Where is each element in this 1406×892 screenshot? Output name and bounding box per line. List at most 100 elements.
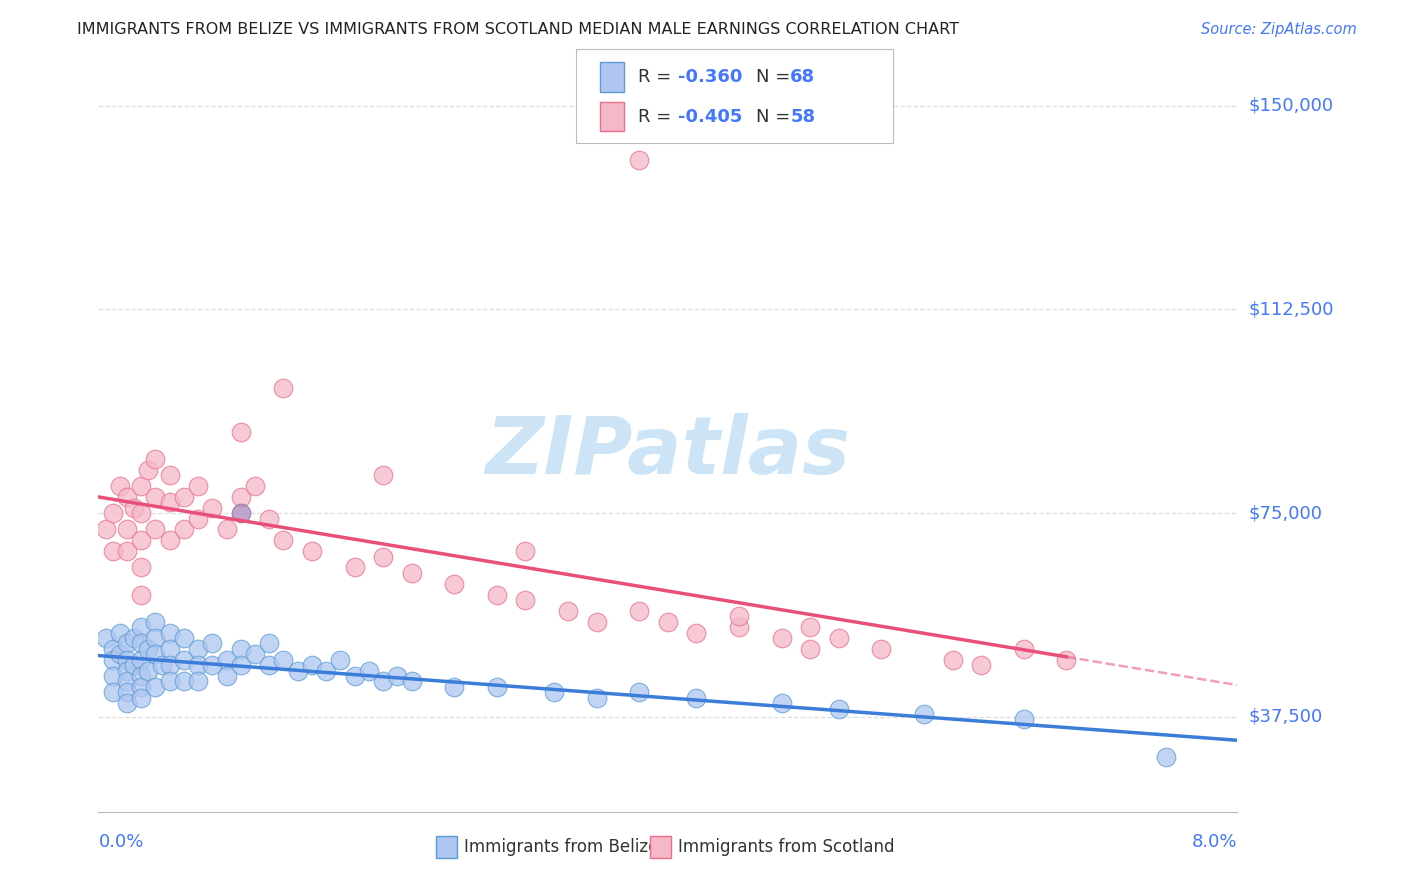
Point [115, 522, 138, 536]
Point [371, 674, 394, 689]
Point [301, 544, 323, 558]
Point [159, 468, 181, 483]
Point [187, 674, 209, 689]
Point [799, 641, 821, 656]
Point [259, 658, 281, 673]
Point [101, 669, 124, 683]
Point [770, 631, 793, 645]
Text: 58: 58 [790, 108, 815, 126]
Point [129, 636, 152, 650]
Point [387, 669, 409, 683]
Text: 68: 68 [790, 69, 815, 87]
Point [129, 506, 152, 520]
Point [585, 690, 607, 705]
Point [145, 647, 167, 661]
Point [259, 636, 281, 650]
Point [129, 620, 152, 634]
Point [201, 636, 224, 650]
Point [229, 658, 252, 673]
Point [136, 664, 159, 678]
Point [159, 495, 181, 509]
Point [122, 500, 145, 515]
Point [273, 653, 295, 667]
Point [1056, 653, 1078, 667]
Point [101, 544, 124, 558]
Point [287, 664, 309, 678]
Point [187, 641, 209, 656]
Point [1154, 750, 1177, 764]
Point [101, 641, 124, 656]
Point [187, 479, 209, 493]
Point [543, 685, 565, 699]
Point [243, 479, 266, 493]
Point [1012, 713, 1035, 727]
Text: $112,500: $112,500 [1249, 301, 1334, 318]
Point [443, 680, 465, 694]
Point [728, 620, 751, 634]
Point [94, 631, 117, 645]
Point [145, 451, 167, 466]
Point [515, 593, 537, 607]
Point [942, 653, 965, 667]
Point [173, 674, 195, 689]
Point [243, 647, 266, 661]
Point [115, 664, 138, 678]
Point [828, 631, 851, 645]
Point [115, 685, 138, 699]
Point [94, 522, 117, 536]
Point [443, 576, 465, 591]
Text: ZIPatlas: ZIPatlas [485, 413, 851, 491]
Point [108, 647, 131, 661]
Point [628, 153, 651, 168]
Point [770, 696, 793, 710]
Point [273, 381, 295, 395]
Point [115, 636, 138, 650]
Point [173, 490, 195, 504]
Point [1012, 641, 1035, 656]
Text: R =: R = [638, 108, 678, 126]
Text: -0.360: -0.360 [678, 69, 742, 87]
Point [145, 615, 167, 629]
Point [129, 479, 152, 493]
Point [628, 685, 651, 699]
Point [115, 653, 138, 667]
Point [685, 690, 707, 705]
Text: N =: N = [756, 69, 796, 87]
Point [152, 658, 174, 673]
Point [101, 506, 124, 520]
Point [557, 604, 579, 618]
Point [129, 653, 152, 667]
Point [315, 664, 337, 678]
Point [187, 658, 209, 673]
Point [515, 544, 537, 558]
Point [259, 511, 281, 525]
Text: $150,000: $150,000 [1249, 97, 1333, 115]
Point [486, 680, 509, 694]
Point [129, 669, 152, 683]
Point [215, 669, 238, 683]
Point [115, 544, 138, 558]
Point [145, 522, 167, 536]
Text: Source: ZipAtlas.com: Source: ZipAtlas.com [1201, 22, 1357, 37]
Text: 0.0%: 0.0% [98, 833, 143, 852]
Point [371, 468, 394, 483]
Point [122, 631, 145, 645]
Text: -0.405: -0.405 [678, 108, 742, 126]
Point [129, 560, 152, 574]
Point [187, 511, 209, 525]
Point [101, 653, 124, 667]
Point [229, 506, 252, 520]
Point [215, 522, 238, 536]
Point [201, 658, 224, 673]
Point [343, 560, 366, 574]
Point [129, 533, 152, 548]
Point [870, 641, 893, 656]
Point [229, 425, 252, 439]
Text: Immigrants from Belize: Immigrants from Belize [464, 838, 658, 856]
Point [486, 588, 509, 602]
Point [215, 653, 238, 667]
Point [343, 669, 366, 683]
Point [301, 658, 323, 673]
Point [159, 625, 181, 640]
Point [229, 490, 252, 504]
